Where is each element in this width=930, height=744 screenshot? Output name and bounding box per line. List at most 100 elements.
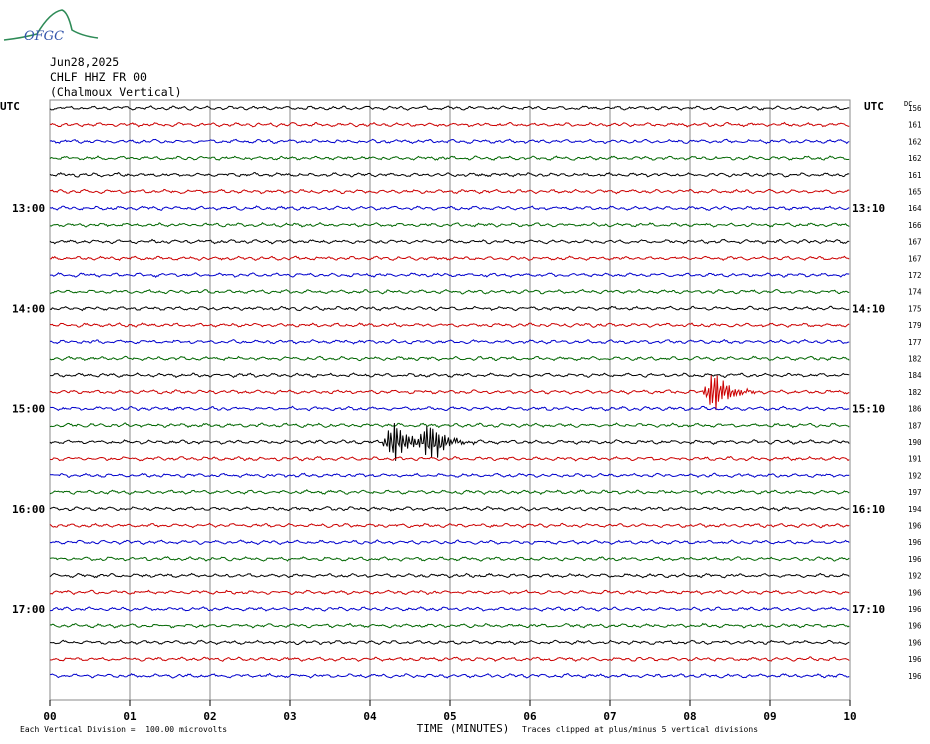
seismic-trace-line <box>49 405 850 412</box>
dc-label: DC <box>904 100 912 108</box>
dc-offset-value: 196 <box>908 522 922 531</box>
x-tick-label: 03 <box>283 710 296 723</box>
left-time-label: 13:00 <box>12 202 45 215</box>
seismic-trace-line <box>49 672 850 679</box>
left-time-label: 14:00 <box>12 302 45 315</box>
seismic-trace-line <box>49 121 850 128</box>
dc-offset-value: 167 <box>908 254 922 263</box>
seismic-trace-line <box>49 288 850 295</box>
dc-offset-value: 156 <box>908 104 922 113</box>
dc-offset-value: 196 <box>908 622 922 631</box>
seismic-trace-line <box>49 355 850 362</box>
right-time-label: 17:10 <box>852 603 885 616</box>
dc-offset-value: 184 <box>908 371 922 380</box>
seismic-trace-line <box>49 171 850 178</box>
x-tick-label: 04 <box>363 710 377 723</box>
dc-offset-value: 190 <box>908 438 922 447</box>
seismic-trace-line <box>49 422 850 429</box>
dc-offset-value: 172 <box>908 271 922 280</box>
seismic-trace-line <box>49 622 850 629</box>
dc-offset-value: 191 <box>908 455 922 464</box>
seismic-trace-line <box>49 539 850 545</box>
left-utc-label: UTC <box>0 100 20 113</box>
x-tick-label: 10 <box>843 710 856 723</box>
ofgc-logo: OFGC <box>3 9 99 44</box>
right-time-label: 14:10 <box>852 302 885 315</box>
date-label: Jun28,2025 <box>50 55 120 69</box>
dc-offset-value: 187 <box>908 421 922 430</box>
dc-offset-value: 179 <box>908 321 922 330</box>
dc-offset-value: 186 <box>908 405 922 414</box>
seismic-trace-line <box>49 422 850 461</box>
dc-offset-value: 182 <box>908 355 922 364</box>
dc-offset-value: 196 <box>908 605 922 614</box>
x-tick-label: 06 <box>523 710 537 723</box>
dc-offset-value: 161 <box>908 171 922 180</box>
seismic-trace-line <box>49 255 850 261</box>
dc-offset-value: 196 <box>908 588 922 597</box>
dc-offset-value: 177 <box>908 338 922 347</box>
clip-note: Traces clipped at plus/minus 5 vertical … <box>522 725 759 734</box>
right-time-label: 13:10 <box>852 202 885 215</box>
seismic-trace-line <box>49 375 850 411</box>
dc-offset-value: 162 <box>908 137 922 146</box>
seismic-trace-line <box>49 322 850 328</box>
x-tick-label: 05 <box>443 710 456 723</box>
dc-offset-value: 192 <box>908 572 922 581</box>
x-axis-label: TIME (MINUTES) <box>417 722 510 735</box>
right-time-label: 15:10 <box>852 403 885 416</box>
seismic-trace-line <box>49 138 850 145</box>
dc-offset-value: 164 <box>908 204 922 213</box>
dc-offset-value: 161 <box>908 121 922 130</box>
dc-offset-value: 196 <box>908 638 922 647</box>
dc-offset-value: 196 <box>908 672 922 681</box>
station-label: CHLF HHZ FR 00 <box>50 70 147 84</box>
dc-offset-value: 196 <box>908 655 922 664</box>
seismic-trace-line <box>49 305 850 312</box>
logo-text: OFGC <box>24 29 64 44</box>
x-tick-label: 00 <box>43 710 56 723</box>
seismic-trace-line <box>49 455 850 462</box>
seismic-trace-line <box>49 238 850 245</box>
seismic-trace-line <box>49 656 850 662</box>
dc-offset-value: 166 <box>908 221 922 230</box>
seismic-trace-line <box>49 639 850 646</box>
seismic-trace-line <box>49 506 850 512</box>
x-tick-label: 01 <box>123 710 137 723</box>
right-utc-label: UTC <box>864 100 884 113</box>
seismic-trace-line <box>49 105 850 111</box>
seismic-trace-line <box>49 522 850 529</box>
dc-offset-value: 197 <box>908 488 922 497</box>
seismic-trace-line <box>49 472 850 479</box>
right-time-label: 16:10 <box>852 503 885 516</box>
seismic-trace-line <box>50 272 850 279</box>
seismic-trace-line <box>49 338 850 345</box>
seismic-trace-line <box>49 372 850 379</box>
seismic-trace-line <box>49 155 850 161</box>
left-time-label: 16:00 <box>12 503 45 516</box>
scale-note: Each Vertical Division = 100.00 microvol… <box>20 725 228 734</box>
location-label: (Chalmoux Vertical) <box>50 85 182 99</box>
dc-offset-value: 162 <box>908 154 922 163</box>
dc-offset-value: 196 <box>908 538 922 547</box>
dc-offset-value: 167 <box>908 238 922 247</box>
seismic-trace-line <box>49 489 850 496</box>
dc-offset-value: 165 <box>908 188 922 197</box>
dc-offset-value: 192 <box>908 471 922 480</box>
x-tick-label: 02 <box>203 710 216 723</box>
x-tick-label: 08 <box>683 710 696 723</box>
seismic-trace-line <box>49 589 850 596</box>
dc-offset-value: 196 <box>908 555 922 564</box>
seismic-trace-line <box>49 572 850 579</box>
dc-offset-value: 175 <box>908 304 922 313</box>
dc-offset-value: 174 <box>908 288 922 297</box>
seismic-trace-line <box>49 606 850 612</box>
left-time-label: 17:00 <box>12 603 45 616</box>
x-tick-label: 07 <box>603 710 616 723</box>
seismic-trace-line <box>49 188 850 195</box>
seismic-trace-line <box>49 205 850 211</box>
left-time-label: 15:00 <box>12 403 45 416</box>
dc-offset-value: 182 <box>908 388 922 397</box>
x-tick-label: 09 <box>763 710 776 723</box>
